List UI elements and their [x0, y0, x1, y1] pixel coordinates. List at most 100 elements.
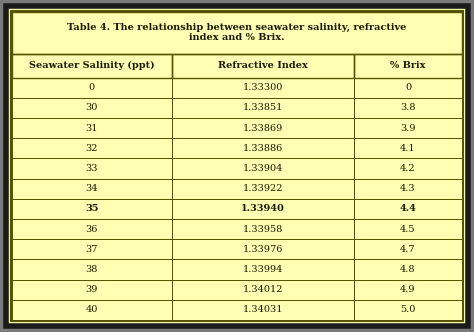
Bar [172, 219, 354, 239]
Bar [354, 199, 462, 219]
Bar [354, 219, 462, 239]
Bar [354, 300, 462, 320]
Text: 38: 38 [86, 265, 98, 274]
Bar [354, 158, 462, 179]
Bar [172, 219, 354, 239]
Bar [12, 158, 172, 179]
Bar [172, 199, 354, 219]
Bar [172, 98, 354, 118]
Text: 1.33976: 1.33976 [243, 245, 283, 254]
Bar [354, 118, 462, 138]
Text: 3.9: 3.9 [400, 124, 416, 132]
Text: 35: 35 [85, 205, 99, 213]
Bar [172, 138, 354, 158]
Text: 1.33851: 1.33851 [243, 103, 283, 113]
Text: 1.33869: 1.33869 [243, 124, 283, 132]
Bar [172, 53, 354, 78]
Bar [172, 138, 354, 158]
Bar [172, 118, 354, 138]
Text: 30: 30 [86, 103, 98, 113]
Text: 5.0: 5.0 [401, 305, 416, 314]
Bar [354, 280, 462, 300]
Bar [172, 53, 354, 78]
Text: 31: 31 [86, 124, 98, 132]
Text: Seawater Salinity (ppt): Seawater Salinity (ppt) [29, 61, 155, 70]
Text: 1.33958: 1.33958 [243, 225, 283, 234]
Bar [354, 98, 462, 118]
Text: 4.9: 4.9 [400, 285, 416, 294]
Bar [172, 300, 354, 320]
Bar [172, 98, 354, 118]
Text: Refractive Index: Refractive Index [218, 61, 308, 70]
Bar [12, 118, 172, 138]
Text: 0: 0 [89, 83, 95, 92]
Text: Table 4. The relationship between seawater salinity, refractive
index and % Brix: Table 4. The relationship between seawat… [67, 23, 407, 42]
Bar [12, 300, 172, 320]
Text: 39: 39 [86, 285, 98, 294]
Bar [354, 199, 462, 219]
Bar [12, 12, 462, 53]
Bar [172, 78, 354, 98]
Text: 1.33922: 1.33922 [243, 184, 283, 193]
Bar [354, 53, 462, 78]
Bar [12, 12, 462, 53]
Bar [12, 98, 172, 118]
Bar [354, 118, 462, 138]
Text: 1.33994: 1.33994 [243, 265, 283, 274]
Text: 4.7: 4.7 [400, 245, 416, 254]
Text: 4.1: 4.1 [400, 144, 416, 153]
Bar [12, 280, 172, 300]
Bar [354, 219, 462, 239]
Bar [12, 259, 172, 280]
Bar [354, 53, 462, 78]
Bar [354, 280, 462, 300]
Text: 37: 37 [86, 245, 98, 254]
Bar [354, 259, 462, 280]
Bar [12, 199, 172, 219]
Text: 3.8: 3.8 [400, 103, 416, 113]
Bar [12, 118, 172, 138]
Bar [172, 239, 354, 259]
Bar [12, 280, 172, 300]
Bar [172, 118, 354, 138]
Text: 33: 33 [86, 164, 98, 173]
Text: 1.34031: 1.34031 [243, 305, 283, 314]
Bar [172, 78, 354, 98]
Bar [12, 78, 172, 98]
Text: 4.5: 4.5 [400, 225, 416, 234]
Bar [12, 219, 172, 239]
Bar [354, 98, 462, 118]
Bar [12, 138, 172, 158]
Text: 40: 40 [86, 305, 98, 314]
Bar [354, 179, 462, 199]
Bar [172, 280, 354, 300]
Text: 4.2: 4.2 [400, 164, 416, 173]
Bar [12, 138, 172, 158]
Bar [172, 179, 354, 199]
Bar [354, 259, 462, 280]
Text: 34: 34 [86, 184, 98, 193]
Bar [172, 300, 354, 320]
Bar [172, 179, 354, 199]
Text: 36: 36 [86, 225, 98, 234]
Bar [172, 259, 354, 280]
Bar [12, 300, 172, 320]
Text: 1.33940: 1.33940 [241, 205, 285, 213]
Bar [354, 138, 462, 158]
Bar [12, 179, 172, 199]
Bar [172, 239, 354, 259]
Bar [354, 179, 462, 199]
Text: 32: 32 [86, 144, 98, 153]
Bar [12, 53, 172, 78]
Bar [12, 78, 172, 98]
Bar [12, 199, 172, 219]
Bar [12, 239, 172, 259]
Bar [12, 239, 172, 259]
Bar [12, 158, 172, 179]
Bar [172, 259, 354, 280]
Text: 4.8: 4.8 [400, 265, 416, 274]
Text: 4.4: 4.4 [400, 205, 417, 213]
Bar [172, 280, 354, 300]
Bar [12, 179, 172, 199]
Bar [354, 300, 462, 320]
